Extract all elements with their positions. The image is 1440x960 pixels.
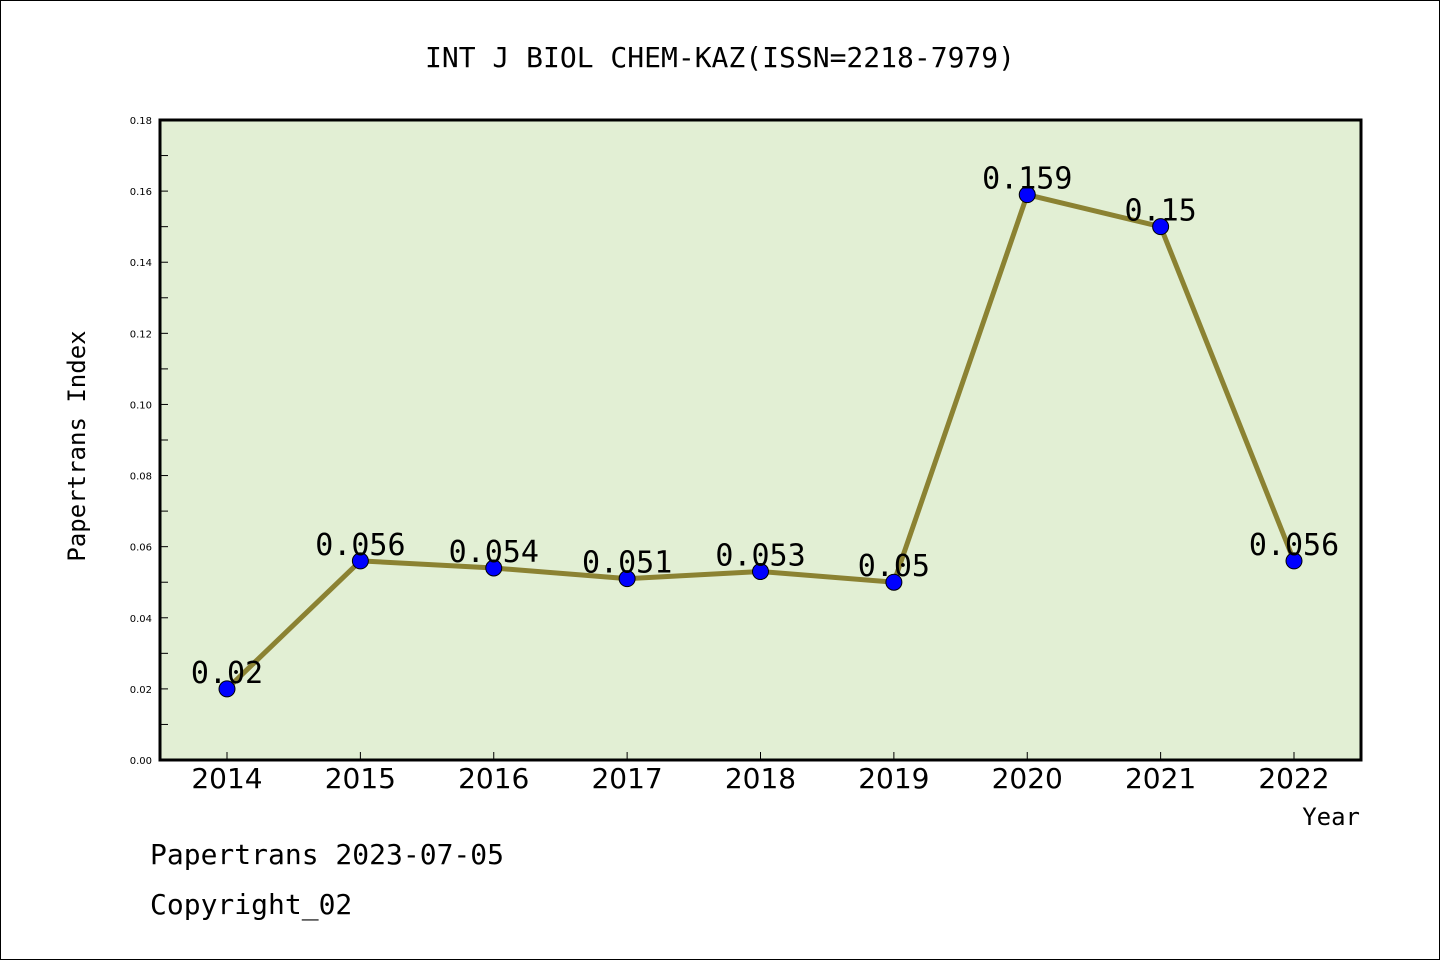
x-tick-label: 2022 [1258, 762, 1329, 795]
data-label: 0.05 [858, 549, 930, 584]
x-axis-label: Year [1302, 803, 1360, 831]
y-tick-label: 0.16 [130, 187, 152, 198]
y-tick-label: 0.06 [130, 543, 152, 554]
x-tick-label: 2021 [1125, 762, 1196, 795]
footer-copyright: Copyright_02 [150, 888, 352, 922]
y-axis-label: Papertrans Index [63, 330, 91, 561]
data-label: 0.159 [982, 162, 1072, 197]
x-tick-label: 2014 [191, 762, 262, 795]
series-layer [218, 186, 1303, 698]
data-label: 0.051 [582, 546, 672, 581]
y-tick-label: 0.12 [130, 329, 152, 340]
x-tick-label: 2016 [458, 762, 529, 795]
data-point [485, 559, 503, 577]
data-label: 0.056 [315, 528, 405, 563]
data-point [351, 552, 369, 570]
data-point [1285, 552, 1303, 570]
data-label: 0.054 [449, 535, 539, 570]
y-tick-label: 0.02 [130, 685, 152, 696]
y-tick-label: 0.00 [130, 756, 152, 767]
data-point [885, 573, 903, 591]
data-point [1018, 186, 1036, 204]
data-label: 0.15 [1125, 194, 1197, 229]
x-tick-label: 2017 [591, 762, 662, 795]
y-tick-label: 0.04 [130, 614, 152, 625]
data-point [1152, 218, 1170, 236]
data-point [618, 570, 636, 588]
x-tick-label: 2015 [325, 762, 396, 795]
footer-date: Papertrans 2023-07-05 [150, 838, 504, 871]
x-axis-ticks: 2014 2015 2016 2017 2018 2019 2020 2021 2022 [191, 752, 1330, 795]
data-label: 0.056 [1249, 528, 1339, 563]
y-tick-label: 0.18 [130, 116, 152, 127]
y-axis-ticks: 0.00 0.02 0.04 0.06 0.08 0.10 0.12 0.14 0.16 0.18 [130, 116, 168, 767]
x-tick-label: 2020 [992, 762, 1063, 795]
x-tick-label: 2018 [725, 762, 796, 795]
x-tick-label: 2019 [858, 762, 929, 795]
data-label: 0.053 [715, 539, 805, 574]
y-tick-label: 0.08 [130, 472, 152, 483]
data-point [218, 680, 236, 698]
data-labels: 0.02 0.056 0.054 0.051 0.053 0.05 0.159 0.15 0.0… [191, 162, 1339, 691]
y-tick-label: 0.14 [130, 258, 152, 269]
chart-title: INT J BIOL CHEM-KAZ(ISSN=2218-7979) [425, 41, 1015, 74]
data-label: 0.02 [191, 656, 263, 691]
data-point [752, 563, 769, 581]
y-tick-label: 0.10 [130, 400, 152, 411]
